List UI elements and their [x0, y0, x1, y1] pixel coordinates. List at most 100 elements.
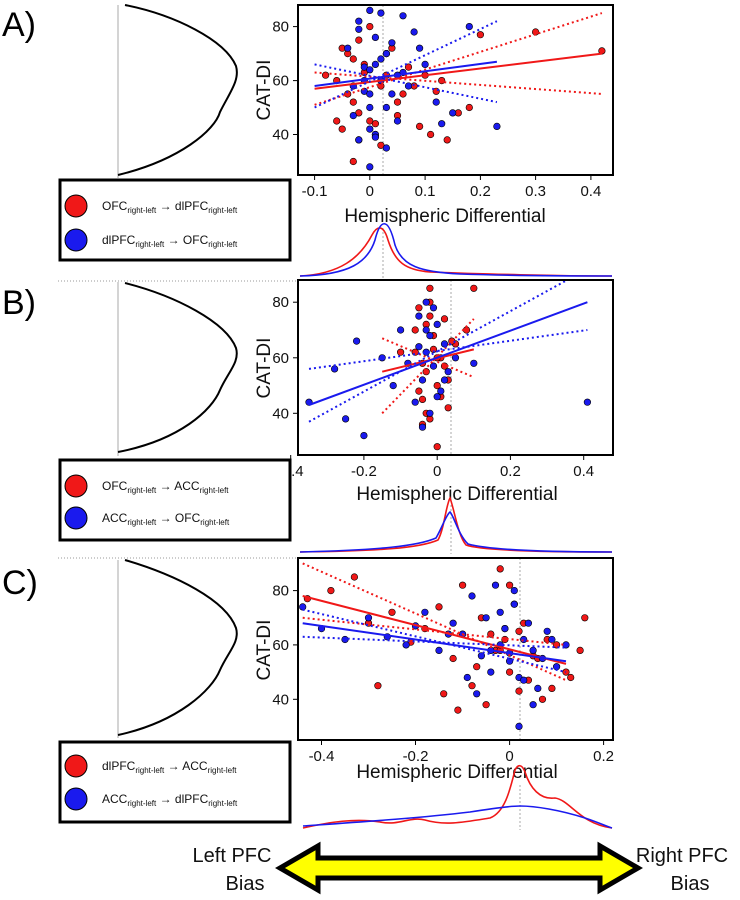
- plot-frame-c: [297, 557, 614, 741]
- point-a-blue-37: [382, 103, 391, 112]
- point-c-blue-18: [510, 600, 518, 608]
- point-c-red-32: [515, 627, 523, 635]
- point-c-blue-5: [402, 641, 410, 649]
- ci-lower-b-blue: [308, 329, 588, 370]
- point-a-red-19: [476, 31, 485, 39]
- point-c-blue-10: [468, 592, 476, 600]
- legend-entry-c-1: dlPFCright-left → ACCright-left: [102, 759, 237, 775]
- ytick-label-b-1: 60: [272, 350, 289, 367]
- point-b-blue-23: [583, 398, 592, 406]
- legend-marker-c-blue: [64, 787, 88, 811]
- point-a-blue-4: [366, 6, 374, 14]
- point-b-blue-17: [433, 320, 441, 329]
- point-c-blue-27: [473, 690, 481, 698]
- ytick-label-a-1: 60: [272, 73, 289, 90]
- bias-arrow: Left PFC Bias Right PFC Bias: [193, 841, 728, 895]
- xtick-label-b-2: 0: [433, 463, 441, 480]
- x-density-c: [302, 764, 613, 830]
- point-c-red-39: [576, 646, 584, 655]
- ci-upper-a-red: [314, 12, 603, 106]
- point-b-red-19: [429, 345, 438, 354]
- point-a-blue-35: [355, 25, 363, 33]
- point-a-blue-0: [344, 44, 352, 52]
- point-b-blue-18: [437, 387, 445, 395]
- ci-lower-c-red: [302, 616, 567, 646]
- point-a-blue-18: [493, 122, 501, 130]
- legend-a1-to-sub: right-left: [208, 206, 238, 215]
- point-a-blue-38: [399, 12, 407, 20]
- point-a-blue-5: [366, 103, 374, 112]
- legend-a: OFCright-left → dlPFCright-left dlPFCrig…: [58, 178, 292, 262]
- point-b-red-26: [426, 312, 434, 320]
- point-a-red-39: [349, 157, 357, 166]
- point-c-blue-6: [421, 608, 429, 616]
- point-c-blue-17: [506, 657, 514, 665]
- point-b-blue-2: [342, 415, 350, 423]
- xtick-label-a-4: 0.3: [525, 183, 546, 200]
- point-b-blue-9: [411, 398, 419, 406]
- point-b-blue-24: [418, 423, 427, 431]
- point-b-red-1: [415, 304, 423, 312]
- point-a-blue-34: [366, 90, 374, 98]
- point-c-red-14: [496, 565, 504, 573]
- chart-a: -0.1 0 0.1 0.2 0.3 0.4 40 60 80 CAT-DI Hemispher…: [254, 4, 614, 227]
- legend-c2-to-sub: right-left: [208, 799, 238, 808]
- point-a-blue-33: [438, 120, 446, 128]
- point-c-blue-3: [364, 614, 373, 622]
- point-a-red-0: [322, 71, 330, 79]
- ci-lower-a-blue: [314, 63, 498, 104]
- xlabel-b: Hemispheric Differential: [356, 484, 557, 505]
- point-a-blue-39: [366, 66, 374, 74]
- xtick-label-a-2: 0.1: [415, 183, 436, 200]
- point-c-red-24: [581, 614, 589, 622]
- point-a-red-12: [393, 98, 402, 106]
- point-a-blue-26: [388, 39, 396, 47]
- ci-lower-c-blue: [302, 635, 567, 649]
- point-a-blue-17: [465, 23, 473, 31]
- ylabel-a: CAT-DI: [254, 60, 275, 121]
- point-c-blue-7: [435, 646, 443, 655]
- legend-a1-from: OFC: [102, 199, 128, 213]
- legend-a2-from: dlPFC: [102, 233, 136, 247]
- point-b-blue-22: [470, 359, 478, 367]
- point-a-red-23: [349, 98, 357, 106]
- xtick-label-a-1: 0: [366, 183, 374, 200]
- legend-b1-to: ACC: [174, 479, 200, 493]
- point-c-red-30: [440, 690, 448, 698]
- xtick-label-a-5: 0.4: [580, 183, 601, 200]
- point-b-blue-16: [429, 362, 438, 370]
- legend-b: OFCright-left → ACCright-left ACCright-l…: [58, 458, 292, 542]
- point-a-red-13: [404, 63, 413, 71]
- xtick-label-c-1: -0.2: [403, 748, 429, 765]
- legend-a2-to-sub: right-left: [208, 240, 238, 249]
- panel-label-a: A): [2, 6, 36, 44]
- point-c-red-2: [350, 573, 359, 581]
- point-a-blue-16: [449, 109, 457, 117]
- ytick-label-b-0: 40: [272, 405, 289, 422]
- point-c-red-23: [567, 673, 575, 682]
- legend-c1-to-sub: right-left: [208, 766, 238, 775]
- point-b-blue-25: [429, 304, 438, 312]
- chart-c: -0.4 -0.2 0 0.2 40 60 80 CAT-DI Hemispheric Di…: [254, 557, 614, 783]
- ytick-label-c-2: 80: [272, 583, 289, 600]
- point-a-blue-2: [355, 17, 363, 25]
- point-c-red-4: [388, 608, 396, 616]
- point-b-blue-21: [451, 354, 460, 362]
- point-c-blue-21: [524, 619, 533, 627]
- ci-lower-b-red: [381, 337, 475, 379]
- point-c-blue-35: [529, 701, 537, 709]
- point-c-red-38: [548, 684, 556, 693]
- point-b-red-24: [411, 326, 419, 334]
- fit-line-a-red: [314, 52, 603, 90]
- legend-marker-a-blue: [64, 228, 88, 252]
- marks-b: [305, 280, 592, 451]
- point-a-red-33: [399, 90, 407, 98]
- ytick-label-a-2: 80: [272, 19, 289, 36]
- point-c-red-12: [487, 630, 495, 638]
- legend-entry-c-2: ACCright-left → dlPFCright-left: [102, 792, 238, 808]
- ytick-label-c-1: 60: [272, 637, 289, 654]
- legend-marker-b-red: [64, 474, 88, 498]
- fit-line-b-blue: [308, 301, 588, 406]
- point-c-blue-30: [520, 676, 528, 684]
